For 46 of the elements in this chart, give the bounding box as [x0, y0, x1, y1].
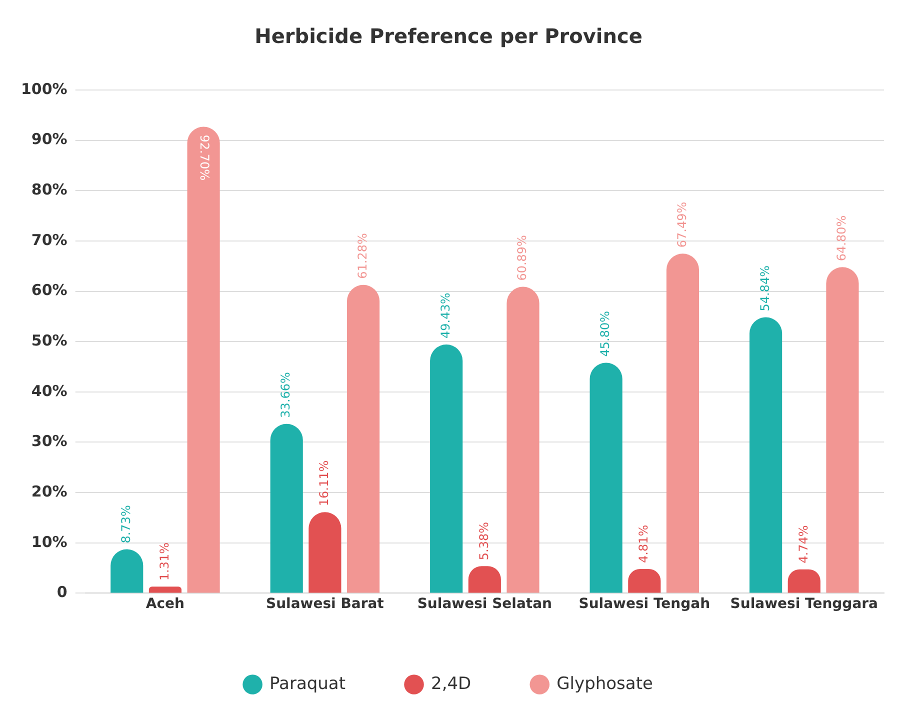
y-tick-label: 30% [31, 432, 68, 450]
data-label: 8.73% [118, 505, 133, 544]
data-label: 49.43% [438, 292, 452, 338]
data-label: 5.38% [476, 522, 491, 560]
legend-label: Paraquat [270, 674, 346, 694]
y-tick-label: 40% [31, 382, 68, 400]
data-label: 16.11% [317, 460, 332, 506]
data-label: 54.84% [758, 265, 772, 312]
x-tick-label: Sulawesi Tengah [578, 596, 710, 612]
x-tick-label: Sulawesi Barat [266, 596, 384, 612]
data-label: 33.66% [278, 372, 293, 418]
x-tick-label: Aceh [146, 596, 185, 612]
chart-title: Herbicide Preference per Province [254, 24, 642, 48]
data-label: 61.28% [355, 233, 370, 279]
data-label: 67.49% [674, 202, 689, 248]
bar [750, 317, 782, 593]
legend-label: Glyphosate [556, 674, 653, 694]
y-tick-label: 100% [20, 80, 68, 98]
bar [590, 362, 622, 593]
y-tick-label: 80% [31, 180, 68, 199]
data-label: 92.70% [197, 134, 212, 180]
bar [506, 286, 540, 593]
y-tick-label: 10% [31, 532, 68, 551]
x-tick-label: Sulawesi Tenggara [730, 596, 878, 612]
data-label: 64.80% [834, 215, 849, 262]
bar [308, 512, 342, 593]
bar [270, 424, 303, 593]
data-label: 60.89% [515, 235, 530, 281]
bar [346, 284, 380, 593]
bar [430, 344, 463, 593]
data-label: 4.81% [636, 524, 651, 563]
bar [826, 267, 859, 593]
legend-label: 2,4D [431, 674, 472, 694]
y-tick-label: 70% [31, 230, 68, 249]
y-tick-label: 20% [31, 482, 68, 500]
y-tick-label: 90% [31, 130, 68, 148]
data-label: 1.31% [157, 542, 172, 581]
bar [187, 126, 220, 593]
y-tick-label: 0 [56, 583, 68, 602]
x-tick-label: Sulawesi Selatan [417, 596, 552, 612]
y-tick-label: 50% [31, 331, 68, 350]
data-label: 4.74% [796, 525, 810, 564]
data-label: 45.80% [598, 310, 612, 357]
y-tick-label: 60% [31, 281, 68, 300]
bar [148, 586, 182, 593]
bar [666, 254, 700, 593]
